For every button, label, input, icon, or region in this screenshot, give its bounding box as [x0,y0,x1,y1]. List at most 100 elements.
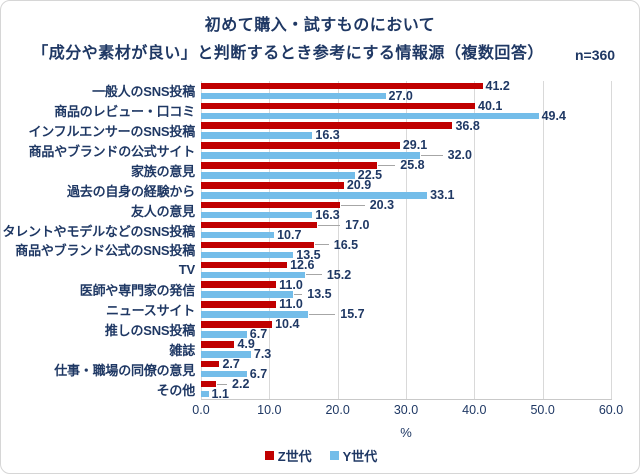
x-tick-label: 50.0 [530,403,555,417]
value-label: 12.6 [290,257,315,272]
category-label: 雑誌 [169,342,195,358]
category-label: 一般人のSNS投稿 [92,84,195,100]
value-label: 11.0 [279,277,303,292]
bar-z-gen [201,221,318,229]
bar-z-gen [201,122,453,129]
value-label: 11.0 [279,297,303,312]
leader-line [294,294,303,296]
value-label: 15.2 [326,267,352,282]
value-label: 6.7 [249,366,268,381]
chart-row: ニュースサイト 11.0 15.7 [1,297,639,320]
chart-title-line2: 「成分や素材が良い」と判断するとき参考にする情報源（複数回答） [32,45,544,62]
chart-title-line1: 初めて購入・試すものにおいて [204,17,436,34]
gridline [474,81,476,399]
legend-swatch [264,451,274,460]
bar-z-gen [201,360,220,368]
bar-y-gen [201,251,294,259]
chart-row: インフルエンサーのSNS投稿 36.8 16.3 [1,119,639,143]
bar-y-gen [201,92,386,100]
chart-row: 一般人のSNS投稿 41.2 27.0 [1,78,639,103]
bar-y-gen [201,271,305,278]
category-label: その他 [156,382,196,398]
bar-y-gen [201,152,420,159]
category-label: タレントやモデルなどのSNS投稿 [2,223,195,239]
bar-y-gen [201,132,313,139]
category-label: インフルエンサーのSNS投稿 [28,124,195,140]
sample-size: n=360 [575,47,616,63]
value-label: 6.7 [249,327,268,342]
x-tick-label: 40.0 [462,403,487,417]
chart-row: 雑誌 4.9 7.3 [1,338,639,362]
bar-z-gen [201,281,277,288]
x-axis: 0.0 10.0 20.0 30.0 40.0 50.0 60.0 [1,403,639,417]
legend-label: Z世代 [277,449,312,464]
leader-line [318,224,341,226]
chart-row: 友人の意見 20.3 16.3 [1,198,639,221]
bar-z-gen [201,380,217,388]
leader-line [420,155,443,156]
leader-line [378,164,396,166]
value-label: 20.9 [346,178,372,193]
bar-y-gen [201,331,247,338]
chart-row: 商品やブランドの公式サイト 29.1 32.0 [1,139,639,163]
leader-line [217,383,228,385]
chart-row: 医師や専門家の発信 11.0 13.5 [1,277,639,302]
bar-y-gen [201,311,309,318]
chart-row: タレントやモデルなどのSNS投稿 17.0 10.7 [1,217,639,242]
category-label: 商品のレビュー・口コミ [54,104,195,120]
value-label: 27.0 [388,88,413,103]
chart-row: 家族の意見 25.8 22.5 [1,158,639,183]
bar-y-gen [201,231,275,239]
value-label: 7.3 [253,347,272,362]
bar-z-gen [201,142,400,149]
value-label: 40.1 [478,98,503,113]
bar-z-gen [201,261,288,269]
gridline [406,81,407,399]
chart-row: 商品のレビュー・口コミ 40.1 49.4 [1,98,639,123]
gridline [201,81,202,399]
gridline [337,81,339,399]
bar-y-gen [201,370,247,378]
leader-line [314,244,329,246]
value-label: 17.0 [345,217,370,232]
bar-y-gen [201,172,355,179]
x-tick-label: 0.0 [192,403,210,417]
chart-row: 過去の自身の経験から 20.9 33.1 [1,178,639,203]
value-label: 1.1 [211,386,229,401]
chart-row: TV 12.6 15.2 [1,257,639,282]
value-label: 20.3 [369,198,395,212]
value-label: 49.4 [541,108,566,123]
category-label: 商品やブランドの公式サイト [28,144,196,160]
chart-row: 商品やブランド公式のSNS投稿 16.5 13.5 [1,239,639,262]
value-label: 25.8 [400,158,425,173]
chart-row: 推しのSNS投稿 10.4 6.7 [1,317,639,342]
category-label: 過去の自身の経験から [66,183,195,199]
value-label: 13.5 [296,247,321,262]
value-label: 13.5 [307,287,332,302]
legend: Z世代 Y世代 [1,446,639,465]
value-label: 41.2 [485,78,510,93]
value-label: 33.1 [430,188,455,203]
legend-item-y-gen: Y世代 [329,446,377,465]
bar-y-gen [201,112,539,119]
category-label: 商品やブランド公式のSNS投稿 [15,243,195,259]
value-label: 32.0 [447,148,472,163]
bar-z-gen [201,82,483,90]
legend-item-z-gen: Z世代 [264,446,312,465]
value-label: 10.7 [277,227,302,242]
leader-line [309,314,336,315]
value-label: 16.3 [315,128,340,143]
bar-z-gen [201,162,378,169]
x-tick-label: 20.0 [325,403,350,417]
bar-y-gen [201,192,428,199]
legend-swatch [329,451,339,460]
x-axis-label: % [400,425,412,440]
bar-y-gen [201,211,313,219]
category-label: TV [178,262,195,278]
value-label: 22.5 [357,168,383,183]
bar-y-gen [201,390,209,398]
x-tick-label: 60.0 [598,403,624,417]
value-label: 10.4 [275,317,300,332]
bar-rows: 一般人のSNS投稿 41.2 27.0 商品のレビュー・口コミ 40.1 49.4 インフル… [1,78,639,401]
